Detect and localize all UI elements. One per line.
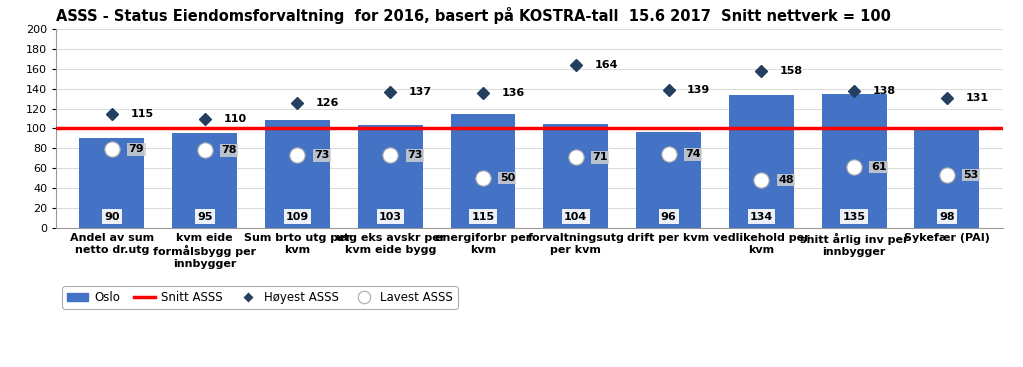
Text: 73: 73: [314, 150, 329, 160]
Bar: [636, 132, 701, 228]
Text: 115: 115: [472, 212, 494, 222]
Bar: [543, 124, 609, 228]
Text: 131: 131: [966, 93, 988, 103]
Text: 136: 136: [501, 88, 525, 98]
Bar: [915, 130, 979, 228]
Text: 78: 78: [221, 145, 237, 155]
Text: 134: 134: [750, 212, 773, 222]
Bar: [728, 95, 794, 228]
Text: ASSS - Status Eiendomsforvaltning  for 2016, basert på KOSTRA-tall  15.6 2017  S: ASSS - Status Eiendomsforvaltning for 20…: [56, 7, 891, 24]
Text: 90: 90: [104, 212, 120, 222]
Text: 95: 95: [197, 212, 213, 222]
Text: 50: 50: [499, 173, 515, 183]
Text: 61: 61: [871, 162, 886, 172]
Text: 110: 110: [223, 113, 247, 124]
Text: 137: 137: [409, 87, 432, 97]
Text: 73: 73: [407, 150, 422, 160]
Text: 71: 71: [592, 152, 608, 162]
Bar: [358, 126, 422, 228]
Text: 109: 109: [285, 212, 309, 222]
Text: 53: 53: [964, 170, 979, 180]
Bar: [265, 120, 330, 228]
Bar: [821, 94, 887, 228]
Text: 158: 158: [780, 66, 803, 76]
Text: 79: 79: [129, 144, 144, 154]
Text: 164: 164: [594, 60, 618, 70]
Text: 135: 135: [843, 212, 865, 222]
Text: 138: 138: [873, 86, 896, 96]
Text: 115: 115: [131, 109, 153, 119]
Text: 139: 139: [687, 85, 710, 95]
Text: 74: 74: [685, 149, 701, 159]
Text: 126: 126: [316, 98, 340, 108]
Legend: Oslo, Snitt ASSS, Høyest ASSS, Lavest ASSS: Oslo, Snitt ASSS, Høyest ASSS, Lavest AS…: [62, 286, 458, 309]
Text: 104: 104: [564, 212, 587, 222]
Bar: [172, 133, 237, 228]
Bar: [80, 138, 144, 228]
Bar: [450, 114, 516, 228]
Text: 98: 98: [939, 212, 954, 222]
Text: 103: 103: [379, 212, 402, 222]
Text: 48: 48: [779, 175, 794, 185]
Text: 96: 96: [661, 212, 676, 222]
